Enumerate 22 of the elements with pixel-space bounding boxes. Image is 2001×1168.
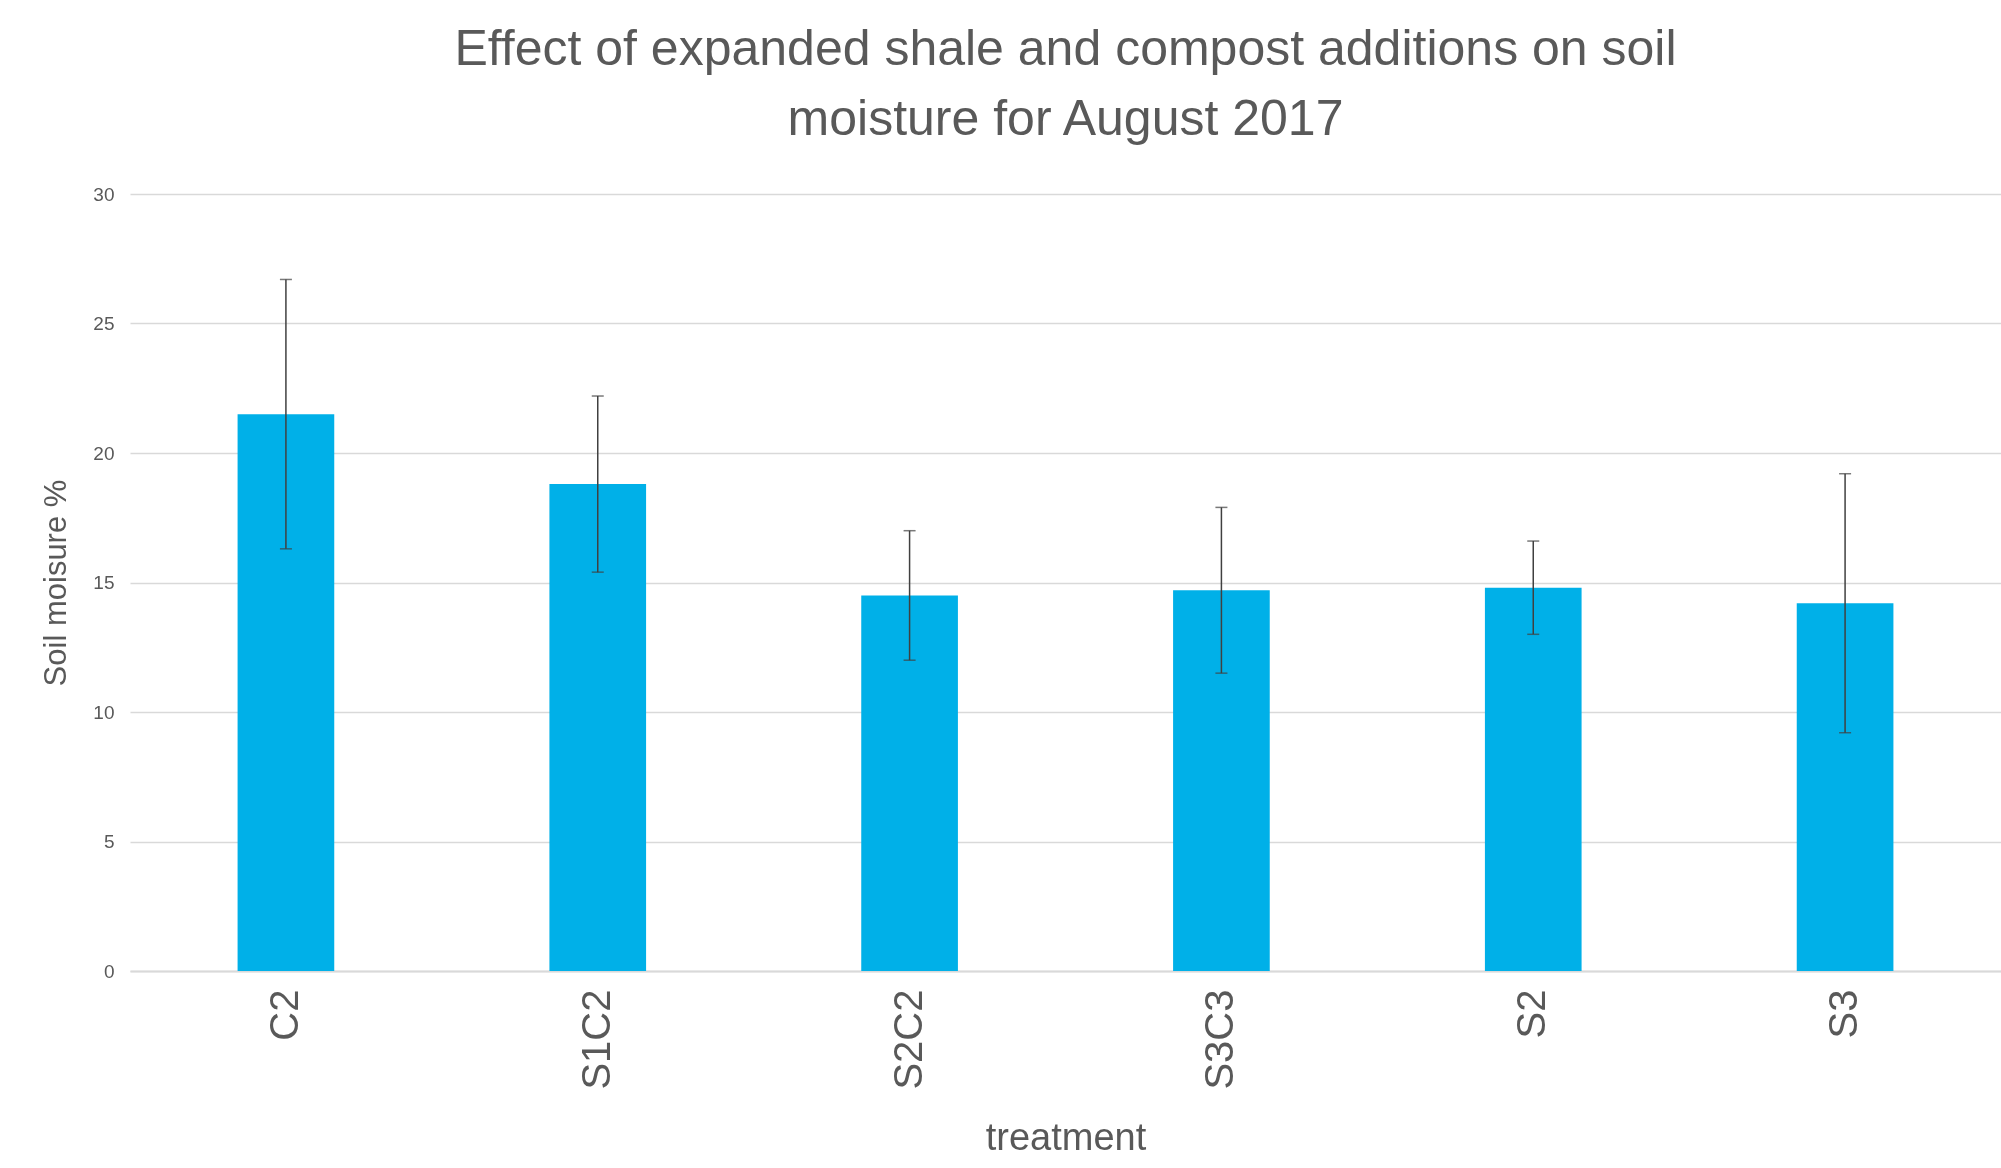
- bar: [1796, 603, 1894, 971]
- y-tick-label: 5: [103, 831, 115, 852]
- x-axis-title: treatment: [985, 1115, 1147, 1158]
- chart-title: Effect of expanded shale and compost additions on soil moisture for August 2017: [454, 20, 1677, 146]
- y-tick-label: 15: [93, 572, 115, 593]
- y-tick-label: 20: [93, 442, 115, 464]
- bar: [549, 484, 647, 971]
- x-tick-label: S1C2: [573, 989, 618, 1090]
- x-tick-label: S3C3: [1197, 989, 1242, 1090]
- y-tick-label: 10: [93, 701, 115, 723]
- y-tick-label: 30: [93, 183, 115, 205]
- bar: [1484, 587, 1582, 971]
- y-axis-title: Soil moisure %: [38, 479, 74, 687]
- bar: [1173, 590, 1270, 971]
- x-tick-label: S2C2: [885, 989, 930, 1090]
- x-tick-label: S2: [1509, 989, 1554, 1039]
- x-tick-label: C2: [261, 989, 306, 1041]
- y-tick-label: 25: [93, 313, 115, 334]
- bar: [861, 595, 958, 971]
- x-tick-label: S3: [1821, 989, 1866, 1039]
- bar: [237, 414, 335, 971]
- y-tick-label: 0: [103, 960, 115, 982]
